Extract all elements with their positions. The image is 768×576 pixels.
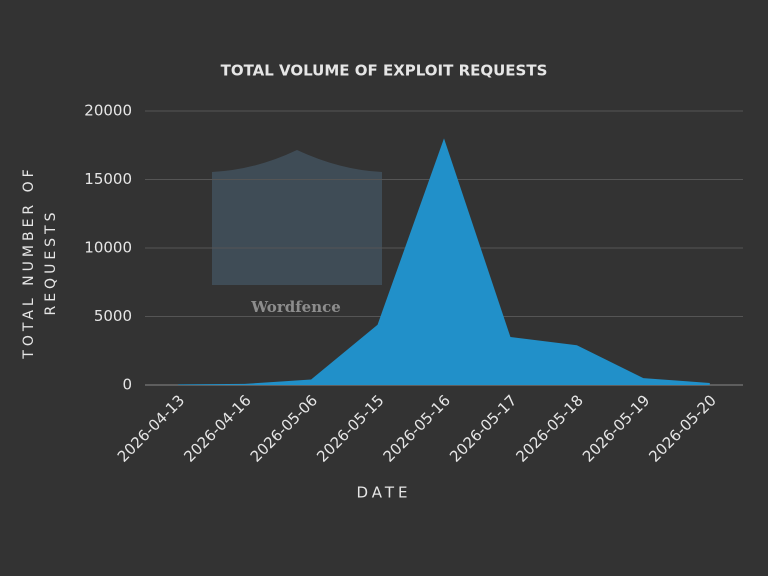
- y-tick-label: 5000: [94, 307, 132, 325]
- x-axis-label: DATE: [356, 484, 411, 502]
- x-tick-label: 2026-05-06: [247, 391, 321, 465]
- x-tick-label: 2026-05-19: [579, 391, 653, 465]
- y-tick-label: 0: [122, 376, 132, 394]
- y-axis-label: TOTAL NUMBER OF REQUESTS: [21, 165, 59, 359]
- x-tick-label: 2026-05-17: [446, 391, 520, 465]
- y-tick-label: 15000: [84, 170, 132, 188]
- x-tick-label: 2026-05-18: [513, 391, 587, 465]
- x-tick-label: 2026-05-16: [380, 391, 454, 465]
- watermark: Wordfence: [250, 298, 341, 316]
- area: [178, 138, 710, 385]
- watermark-logo: [212, 150, 382, 285]
- x-tick-label: 2026-04-13: [114, 391, 188, 465]
- y-tick-label: 20000: [84, 102, 132, 120]
- x-tick-label: 2026-04-16: [180, 391, 254, 465]
- x-tick-label: 2026-05-20: [645, 391, 719, 465]
- y-tick-label: 10000: [84, 239, 132, 257]
- x-tick-label: 2026-05-15: [313, 391, 387, 465]
- chart-title: TOTAL VOLUME OF EXPLOIT REQUESTS: [221, 62, 548, 80]
